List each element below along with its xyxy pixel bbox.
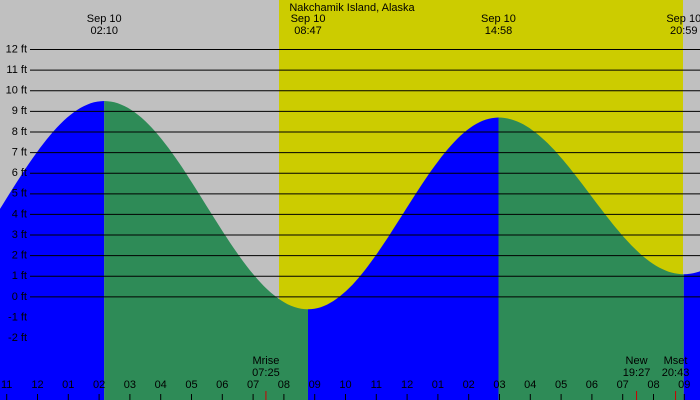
moon-label: Mset bbox=[664, 355, 688, 367]
tide-time: 02:10 bbox=[90, 25, 118, 37]
tide-time: 20:59 bbox=[670, 25, 698, 37]
moon-time: 07:25 bbox=[252, 367, 280, 379]
chart-title: Nakchamik Island, Alaska bbox=[289, 2, 415, 14]
hour-label: 03 bbox=[493, 379, 505, 391]
hour-label: 08 bbox=[647, 379, 659, 391]
hour-label: 11 bbox=[371, 379, 382, 391]
moon-label: New bbox=[626, 355, 648, 367]
hour-label: 06 bbox=[216, 379, 228, 391]
hour-label: 07 bbox=[247, 379, 259, 391]
tide-area bbox=[0, 101, 105, 400]
y-tick-label: 12 ft bbox=[6, 43, 27, 55]
y-tick-label: -2 ft bbox=[8, 332, 27, 344]
hour-label: 05 bbox=[185, 379, 197, 391]
hour-label: 02 bbox=[93, 379, 105, 391]
moon-time: 20:43 bbox=[662, 367, 690, 379]
hour-label: 03 bbox=[124, 379, 136, 391]
hour-label: 01 bbox=[62, 379, 74, 391]
y-tick-label: 3 ft bbox=[12, 229, 27, 241]
hour-label: 12 bbox=[31, 379, 43, 391]
y-tick-label: 10 ft bbox=[6, 85, 27, 97]
y-tick-label: 5 ft bbox=[12, 188, 27, 200]
y-tick-label: 8 ft bbox=[12, 126, 27, 138]
tide-date: Sep 10 bbox=[666, 13, 700, 25]
y-tick-label: 7 ft bbox=[12, 146, 27, 158]
y-tick-label: 9 ft bbox=[12, 105, 27, 117]
moon-label: Mrise bbox=[252, 355, 279, 367]
moon-time: 19:27 bbox=[623, 367, 651, 379]
hour-label: 08 bbox=[278, 379, 290, 391]
hour-label: 05 bbox=[555, 379, 567, 391]
y-tick-label: 1 ft bbox=[12, 270, 27, 282]
tide-area bbox=[308, 117, 499, 400]
hour-label: 06 bbox=[586, 379, 598, 391]
tide-time: 14:58 bbox=[485, 25, 513, 37]
tide-date: Sep 10 bbox=[481, 13, 516, 25]
y-tick-label: 4 ft bbox=[12, 208, 27, 220]
tide-area bbox=[104, 101, 308, 400]
y-tick-label: -1 ft bbox=[8, 311, 27, 323]
hour-label: 09 bbox=[678, 379, 690, 391]
hour-label: 11 bbox=[1, 379, 12, 391]
hour-label: 10 bbox=[339, 379, 351, 391]
y-tick-label: 6 ft bbox=[12, 167, 27, 179]
y-tick-label: 11 ft bbox=[6, 64, 27, 76]
hour-label: 01 bbox=[432, 379, 444, 391]
hour-label: 04 bbox=[524, 379, 536, 391]
hour-label: 02 bbox=[463, 379, 475, 391]
tide-date: Sep 10 bbox=[87, 13, 122, 25]
hour-label: 04 bbox=[155, 379, 167, 391]
y-tick-label: 2 ft bbox=[12, 250, 27, 262]
hour-label: 07 bbox=[617, 379, 629, 391]
hour-label: 12 bbox=[401, 379, 413, 391]
y-tick-label: 0 ft bbox=[12, 291, 27, 303]
tide-area bbox=[498, 117, 684, 400]
tide-time: 08:47 bbox=[294, 25, 322, 37]
hour-label: 09 bbox=[309, 379, 321, 391]
tide-area bbox=[683, 271, 700, 400]
tide-date: Sep 10 bbox=[291, 13, 326, 25]
